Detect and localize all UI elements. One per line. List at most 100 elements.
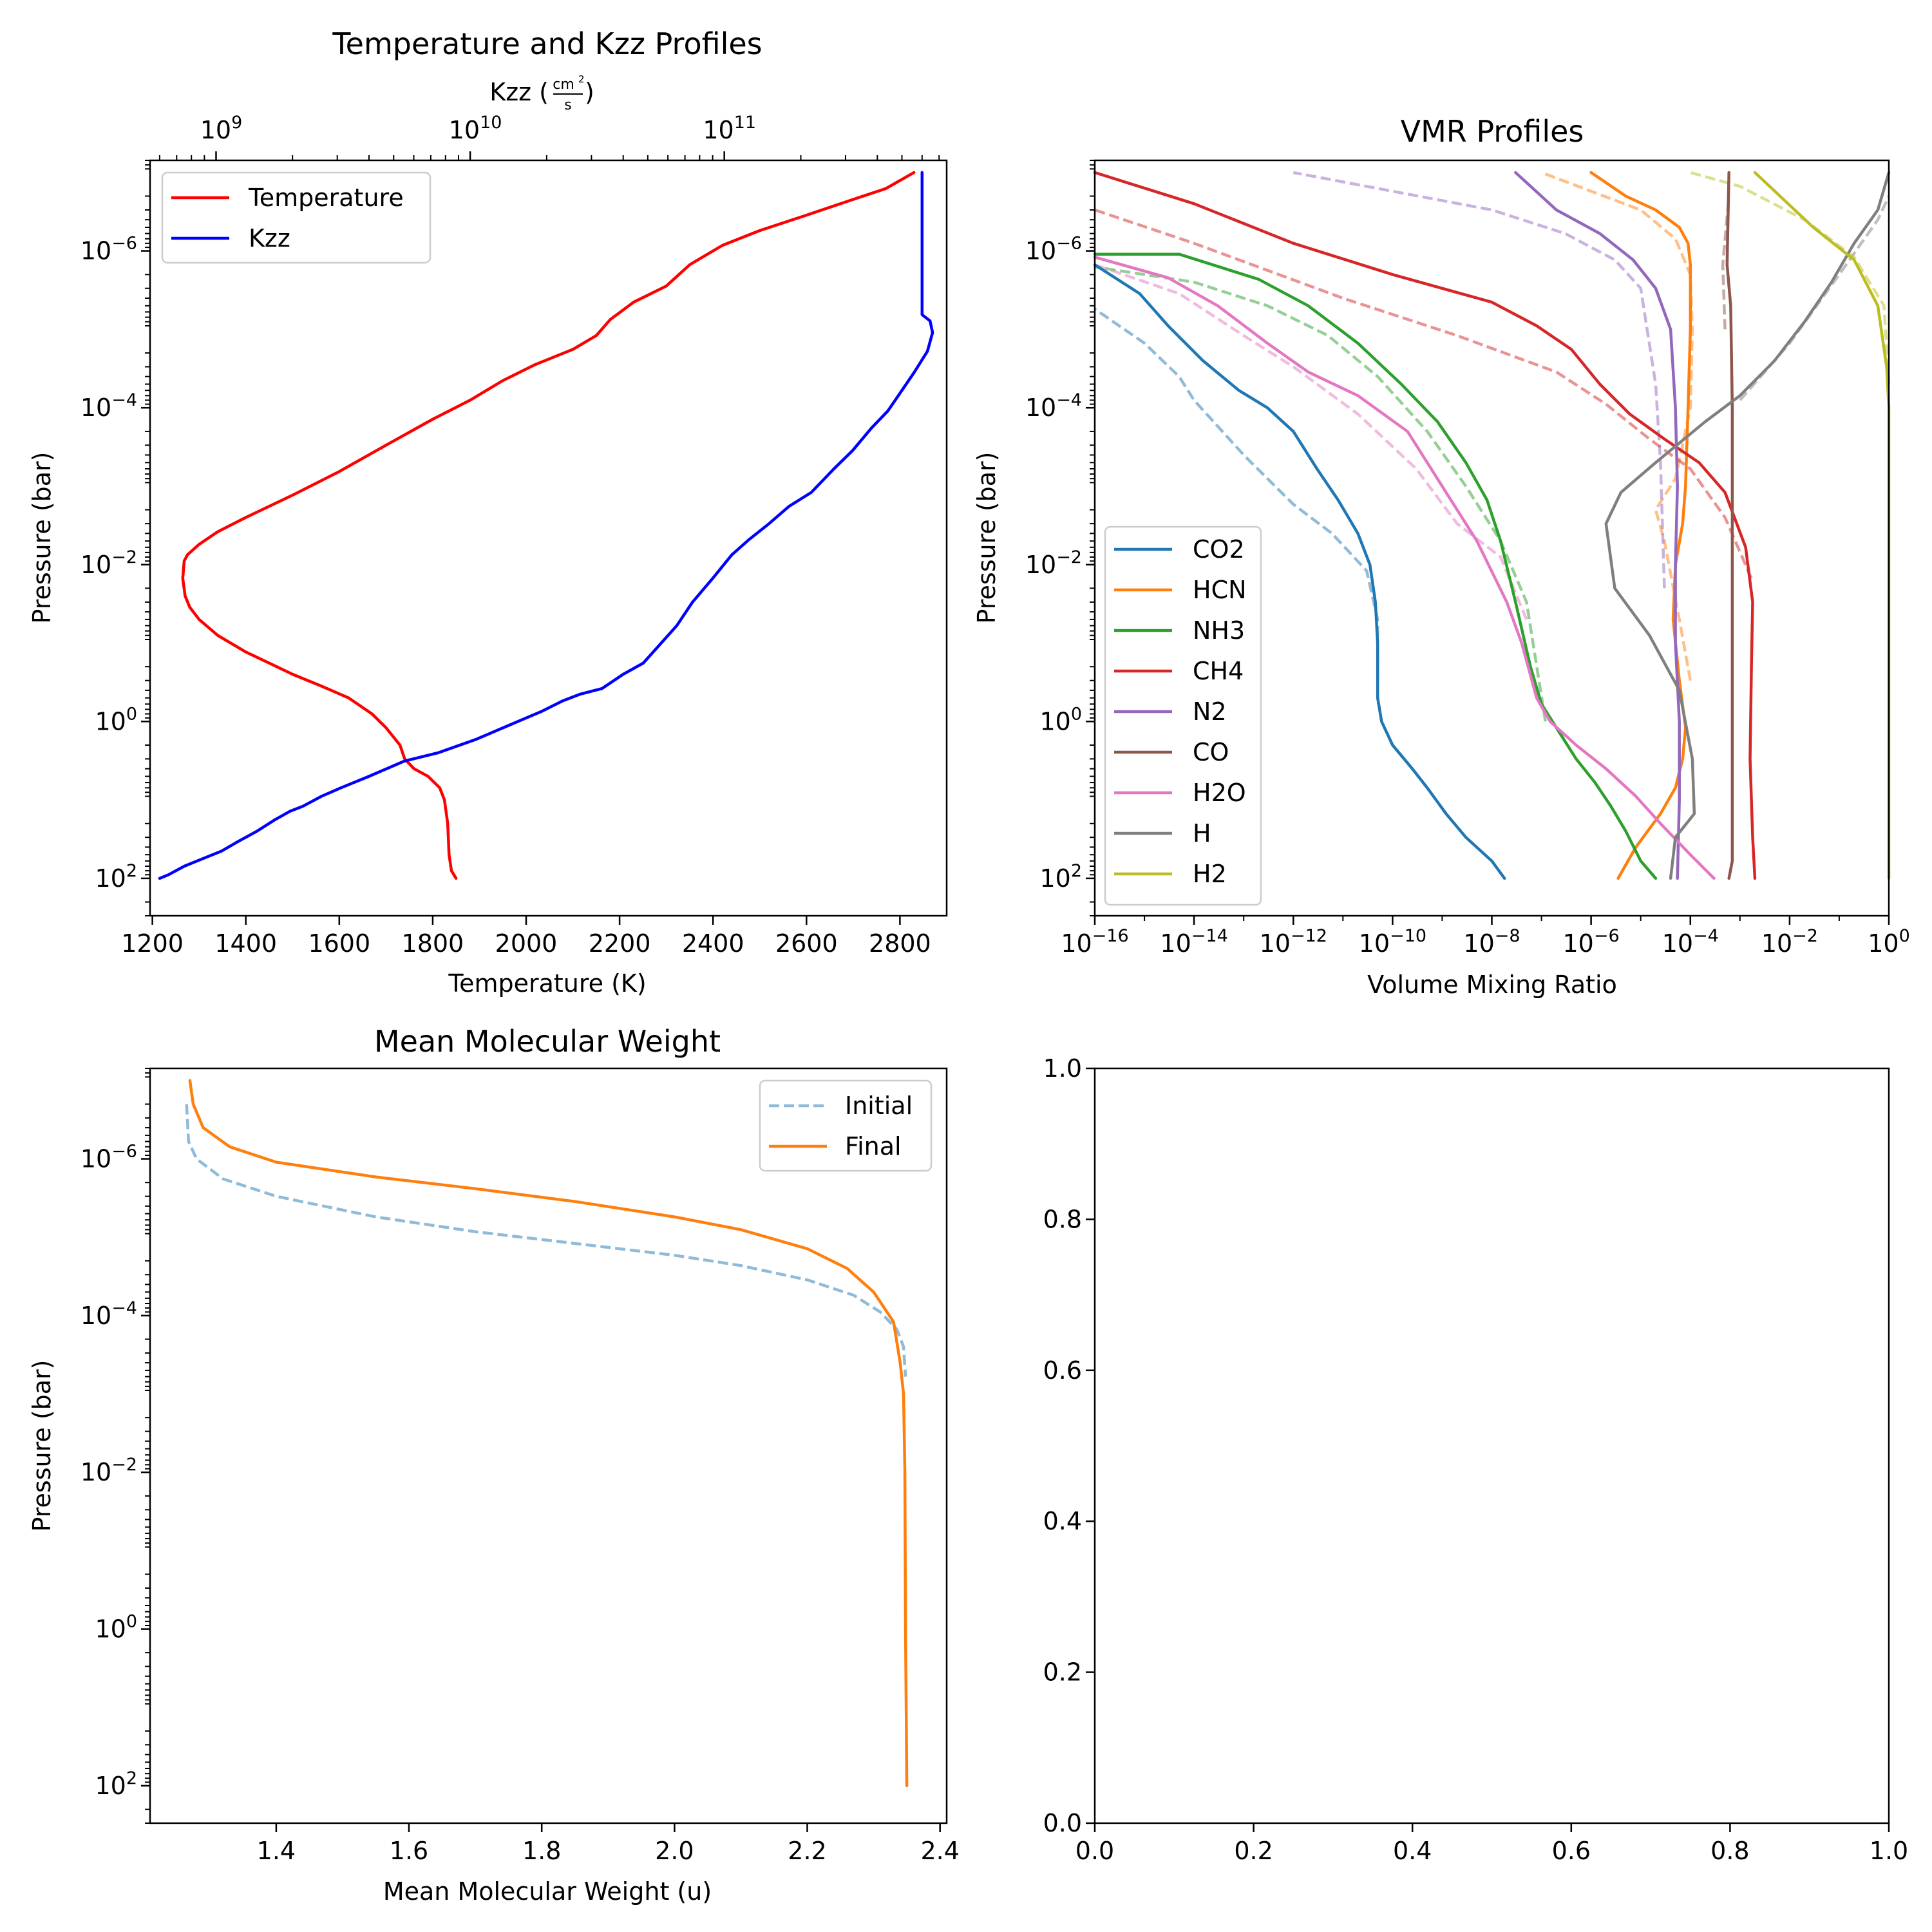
series-line-co2-initial <box>1094 307 1379 681</box>
panel3-y-ticks: 102 100 10−2 10−4 10−6 <box>80 1068 150 1824</box>
x-tick-label: 1800 <box>402 929 464 958</box>
panel1-legend: Temperature Kzz <box>161 171 431 264</box>
panel4-axes-frame <box>1094 1067 1890 1824</box>
top-tick-label: 1010 <box>449 113 502 144</box>
panel2-x-ticks: 10−16 10−14 10−12 10−10 10−8 10−6 10−4 10−2 100 <box>1061 916 1910 958</box>
series-line-final <box>188 1079 909 1788</box>
series-line-kzz <box>158 171 934 880</box>
legend-label-co2: CO2 <box>1193 535 1245 564</box>
panel1-plot-area <box>158 171 934 880</box>
top-tick-label: 109 <box>200 113 243 144</box>
panel4-x-ticks: 0.0 0.2 0.4 0.6 0.8 1.0 <box>1075 1823 1908 1865</box>
legend-label-temperature: Temperature <box>248 184 404 212</box>
panel1-axes-frame <box>149 159 948 917</box>
series-line-co2 <box>1093 263 1506 880</box>
top-tick-label: 1011 <box>703 113 756 144</box>
panel3-title: Mean Molecular Weight <box>374 1024 721 1059</box>
panel3-plot-area <box>185 1079 909 1788</box>
y-tick-label: 1.0 <box>1043 1054 1082 1083</box>
y-tick-label: 0.6 <box>1043 1356 1082 1385</box>
legend-label-h2: H2 <box>1193 860 1227 888</box>
y-tick-label: 10−4 <box>1025 390 1082 422</box>
y-tick-label: 10−4 <box>80 1298 137 1330</box>
x-tick-label: 2400 <box>682 929 744 958</box>
legend-label-final: Final <box>845 1132 902 1160</box>
empty-panel: 0.0 0.2 0.4 0.6 0.8 1.0 0.0 0.2 0.4 0.6 0.8 1.0 <box>1043 1054 1909 1865</box>
panel3-axes-frame <box>149 1067 948 1824</box>
series-line-ch4 <box>1093 171 1757 880</box>
x-tick-label: 2000 <box>495 929 558 958</box>
panel1-y-ticks: 102 100 10−2 10−4 10−6 <box>80 160 150 916</box>
series-line-temperature <box>181 171 916 880</box>
legend-label-h: H <box>1193 819 1211 848</box>
kzz-label-suffix: ) <box>585 78 594 106</box>
vmr-panel: VMR Profiles 10−16 10−14 10−12 10−10 10−8 10−… <box>972 114 1910 999</box>
series-line-h <box>1604 171 1891 880</box>
legend-label-kzz: Kzz <box>249 224 290 252</box>
panel4-y-ticks: 0.0 0.2 0.4 0.6 0.8 1.0 <box>1043 1054 1095 1837</box>
y-tick-label: 10−6 <box>80 234 137 265</box>
x-tick-label: 0.6 <box>1552 1837 1591 1865</box>
y-tick-label: 10−2 <box>80 1455 137 1486</box>
x-tick-label: 0.4 <box>1393 1837 1432 1865</box>
legend-label-n2: N2 <box>1193 697 1227 726</box>
x-tick-label: 10−14 <box>1160 926 1227 958</box>
series-line-ch4-initial <box>1094 208 1753 580</box>
x-tick-label: 1.6 <box>390 1837 428 1865</box>
y-tick-label: 100 <box>95 1612 137 1643</box>
y-tick-label: 10−2 <box>80 547 137 579</box>
x-tick-label: 1.8 <box>522 1837 561 1865</box>
x-tick-label: 2600 <box>775 929 838 958</box>
panel2-xlabel: Volume Mixing Ratio <box>1367 971 1617 999</box>
panel1-xlabel: Temperature (K) <box>448 969 646 998</box>
legend-label-ch4: CH4 <box>1193 657 1244 685</box>
series-line-nh3-initial <box>1094 265 1547 722</box>
y-tick-label: 100 <box>95 704 137 735</box>
series-line-h2o-initial <box>1094 263 1528 620</box>
kzz-label-num: cm <box>553 77 574 93</box>
y-tick-label: 102 <box>95 861 137 893</box>
panel3-xlabel: Mean Molecular Weight (u) <box>383 1877 712 1906</box>
series-line-n2-initial <box>1293 171 1666 589</box>
x-tick-label: 0.8 <box>1710 1837 1749 1865</box>
y-tick-label: 10−6 <box>80 1142 137 1173</box>
x-tick-label: 0.2 <box>1234 1837 1273 1865</box>
x-tick-label: 10−2 <box>1761 926 1818 958</box>
legend-label-initial: Initial <box>845 1092 913 1120</box>
kzz-label-prefix: Kzz ( <box>489 78 549 106</box>
x-tick-label: 100 <box>1868 926 1910 958</box>
panel1-x-ticks: 1200 1400 1600 1800 2000 2200 2400 2600 2800 <box>121 916 931 958</box>
x-tick-label: 1400 <box>214 929 277 958</box>
panel1-secondary-xlabel: Kzz ( cm 2 s ) <box>489 73 594 113</box>
x-tick-label: 0.0 <box>1075 1837 1114 1865</box>
x-tick-label: 2.2 <box>788 1837 826 1865</box>
y-tick-label: 0.8 <box>1043 1205 1082 1233</box>
y-tick-label: 100 <box>1039 704 1082 735</box>
x-tick-label: 10−6 <box>1563 926 1620 958</box>
series-line-n2 <box>1514 171 1681 880</box>
series-line-h2o <box>1093 256 1716 880</box>
y-tick-label: 10−6 <box>1025 234 1082 265</box>
y-tick-label: 102 <box>1039 861 1082 893</box>
series-line-initial-initial <box>185 1104 907 1377</box>
y-tick-label: 102 <box>95 1768 137 1800</box>
x-tick-label: 10−10 <box>1359 926 1426 958</box>
mmw-panel: Mean Molecular Weight 1.4 1.6 1.8 2.0 2.2 2.4… <box>28 1024 960 1906</box>
x-tick-label: 2800 <box>869 929 931 958</box>
x-tick-label: 10−16 <box>1061 926 1128 958</box>
x-tick-label: 2.4 <box>920 1837 959 1865</box>
x-tick-label: 1600 <box>308 929 370 958</box>
series-line-co <box>1725 171 1734 880</box>
panel2-ylabel: Pressure (bar) <box>972 451 1001 623</box>
x-tick-label: 10−12 <box>1260 926 1327 958</box>
x-tick-label: 1.4 <box>257 1837 296 1865</box>
series-line-hcn-initial <box>1540 171 1694 681</box>
y-tick-label: 0.4 <box>1043 1507 1082 1535</box>
x-tick-label: 1.0 <box>1870 1837 1908 1865</box>
temperature-kzz-panel: Temperature and Kzz Profiles Kzz ( cm 2 … <box>28 26 948 998</box>
legend-label-h2o: H2O <box>1193 779 1246 807</box>
panel2-legend: CO2 HCN NH3 CH4 N2 CO H2O H H2 <box>1104 526 1262 906</box>
x-tick-label: 10−8 <box>1463 926 1520 958</box>
panel1-ylabel: Pressure (bar) <box>28 451 56 623</box>
